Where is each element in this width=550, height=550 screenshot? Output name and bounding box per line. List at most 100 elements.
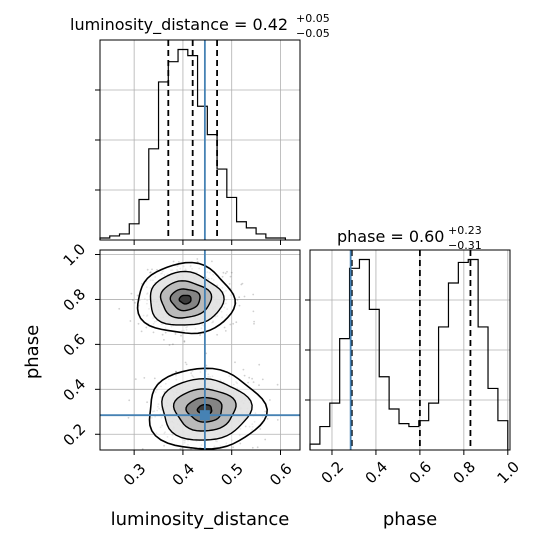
phase-frame: [309, 249, 511, 451]
joint-ytick-label-0: 0.2: [60, 420, 90, 450]
sample-point: [226, 270, 228, 273]
sample-point: [196, 258, 199, 260]
phase-title: phase = 0.60: [337, 227, 444, 246]
x-axis-label-phase: phase: [383, 509, 437, 530]
joint-ytick-label-4: 1.0: [60, 240, 90, 270]
sample-point: [222, 271, 225, 274]
sample-point: [228, 283, 231, 285]
sample-point: [223, 326, 226, 329]
joint-ytick-label-1: 0.4: [60, 375, 90, 405]
distance-title-minus: −0.05: [296, 27, 330, 40]
sample-point: [118, 307, 121, 310]
joint-ytick-label-2: 0.6: [60, 330, 90, 360]
sample-point: [183, 340, 186, 343]
joint-xtick-label-2: 0.5: [217, 460, 247, 490]
phase-histogram-panel: 0.2 0.4 0.6 0.8 1.0: [305, 249, 523, 488]
sample-point: [221, 275, 224, 278]
sample-point: [252, 293, 255, 296]
distance-title-main: luminosity_distance = 0.42: [70, 15, 288, 35]
sample-point: [200, 455, 202, 457]
sample-point: [143, 377, 146, 379]
sample-point: [152, 331, 155, 334]
sample-point: [235, 321, 238, 324]
sample-point: [174, 333, 177, 335]
sample-point: [251, 446, 254, 449]
joint-ytick-label-3: 0.8: [60, 285, 90, 315]
sample-point: [253, 322, 255, 325]
sample-point: [276, 419, 279, 421]
sample-point: [175, 370, 177, 373]
sample-point: [183, 340, 186, 342]
sample-point: [161, 333, 164, 336]
phase-xtick-label-2: 0.6: [406, 458, 436, 488]
sample-point: [179, 447, 182, 450]
distance-title: luminosity_distance = 0.42: [70, 15, 288, 35]
y-axis-label-phase: phase: [22, 325, 43, 379]
sample-point: [168, 344, 171, 346]
sample-point: [180, 334, 182, 337]
sample-point: [149, 271, 152, 273]
sample-point: [146, 268, 149, 271]
sample-point: [230, 271, 233, 274]
phase-xtick-label-4: 1.0: [493, 458, 523, 488]
sample-point: [141, 448, 144, 450]
sample-point: [199, 334, 202, 336]
sample-point: [229, 323, 232, 326]
sample-point: [151, 268, 153, 271]
phase-title-main: phase = 0.60: [337, 227, 444, 246]
sample-point: [256, 446, 259, 449]
sample-point: [156, 269, 158, 271]
sample-point: [127, 416, 130, 419]
sample-point: [130, 292, 133, 295]
sample-point: [149, 271, 152, 274]
sample-point: [129, 320, 132, 322]
sample-point: [258, 363, 261, 366]
density-contour: [178, 294, 192, 305]
sample-point: [232, 322, 235, 325]
sample-point: [269, 399, 271, 401]
sample-point: [128, 399, 131, 402]
sample-point: [248, 376, 251, 379]
sample-point: [193, 457, 195, 459]
sample-point: [145, 326, 148, 329]
sample-point: [253, 320, 256, 323]
sample-point: [240, 283, 243, 286]
sample-point: [243, 374, 246, 377]
sample-point: [185, 363, 188, 366]
sample-point: [251, 377, 254, 380]
sample-point: [153, 377, 156, 380]
sample-point: [252, 310, 255, 313]
joint-xtick-label-0: 0.3: [120, 460, 150, 490]
sample-point: [137, 322, 140, 325]
sample-point: [216, 333, 219, 336]
phase-title-minus: −0.31: [448, 239, 482, 252]
sample-point: [264, 438, 267, 441]
phase-title-plus: +0.23: [448, 224, 482, 237]
sample-point: [172, 260, 175, 263]
sample-point: [132, 299, 134, 302]
sample-point: [247, 381, 250, 384]
distance-frame: [99, 39, 301, 241]
sample-point: [224, 330, 227, 332]
phase-xtick-label-3: 0.8: [450, 458, 480, 488]
sample-point: [211, 260, 213, 263]
sample-point: [134, 378, 137, 380]
sample-point: [175, 370, 178, 373]
sample-point: [164, 331, 167, 334]
sample-point: [238, 304, 241, 307]
sample-point: [181, 447, 184, 450]
sample-point: [252, 460, 254, 462]
sample-point: [276, 383, 279, 386]
sample-point: [238, 296, 241, 299]
sample-point: [236, 299, 239, 301]
sample-point: [224, 272, 227, 275]
sample-point: [232, 446, 235, 449]
x-axis-label-distance: luminosity_distance: [111, 509, 290, 530]
sample-point: [259, 428, 262, 430]
sample-point: [177, 261, 180, 263]
joint-xtick-label-3: 0.6: [266, 460, 296, 490]
phase-hist-outline: [309, 258, 509, 450]
sample-point: [191, 454, 193, 456]
joint-frame: [99, 249, 301, 451]
